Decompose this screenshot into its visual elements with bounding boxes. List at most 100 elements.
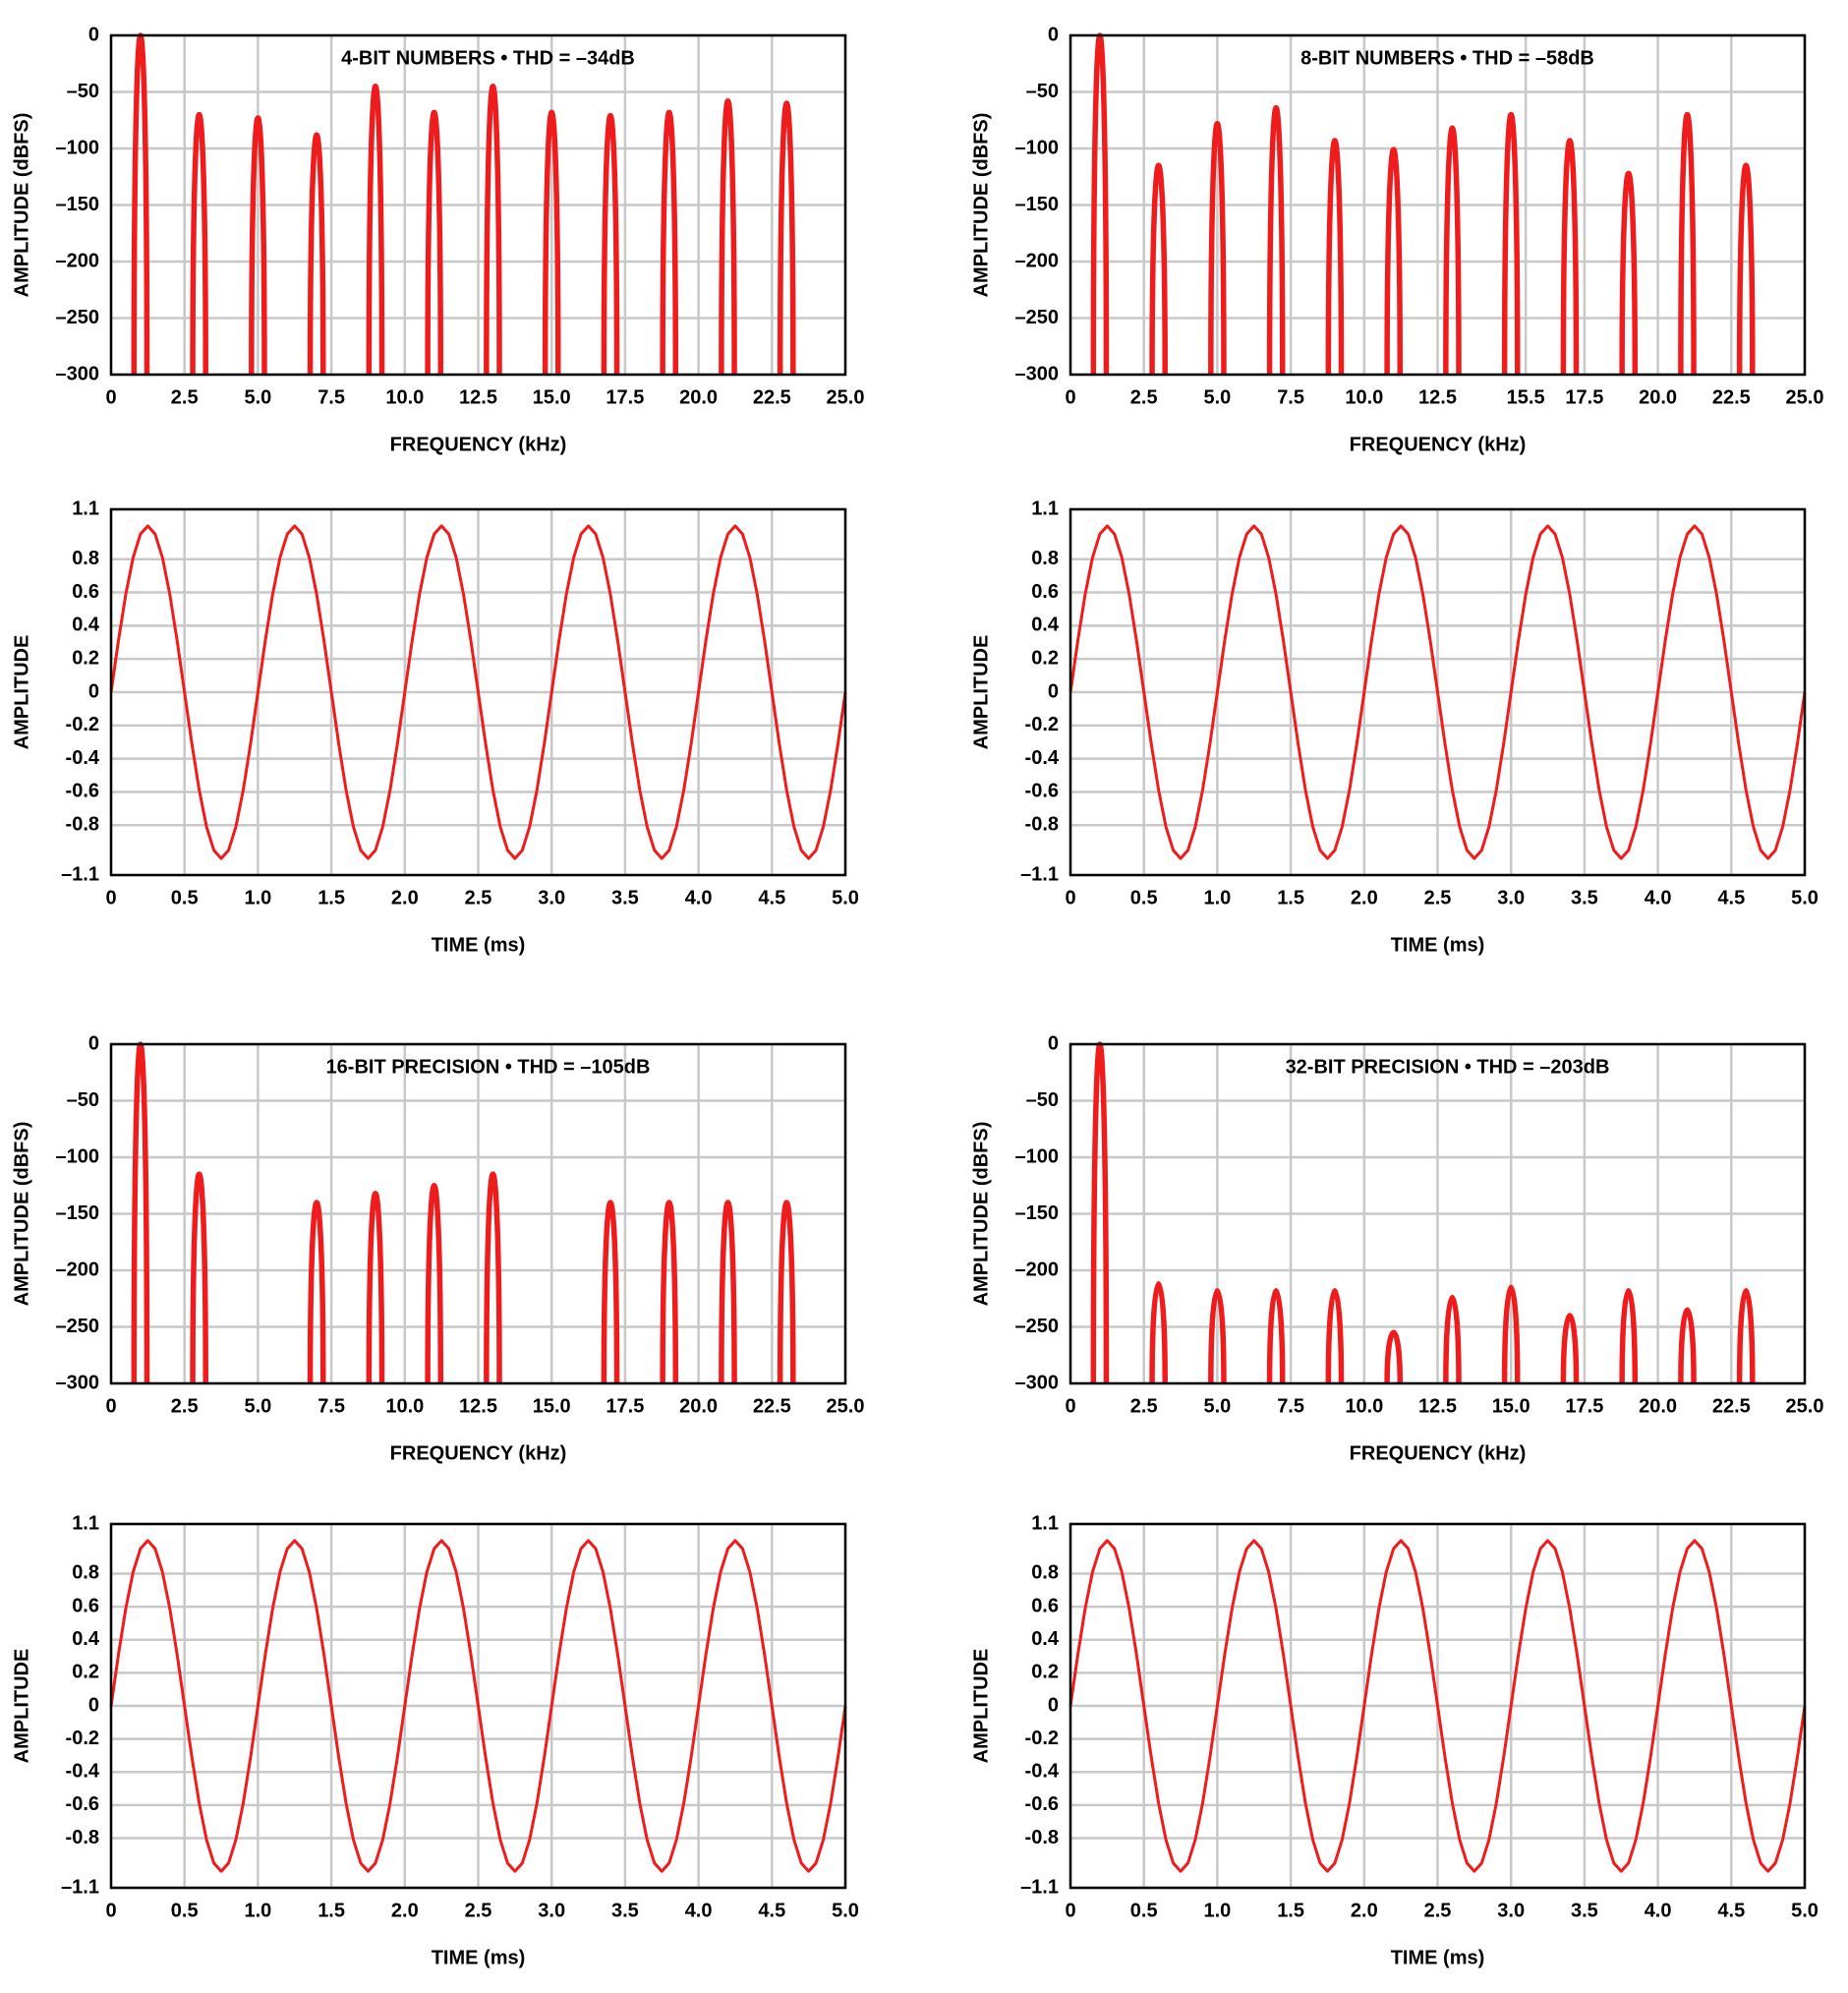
- y-tick-label: -0.6: [1025, 781, 1059, 802]
- spectral-line: [1208, 121, 1227, 376]
- x-tick-label: 17.5: [1565, 1395, 1603, 1417]
- y-tick-label: –50: [1026, 1089, 1059, 1111]
- x-tick-label: 22.5: [753, 1395, 791, 1417]
- plot-frame: [109, 33, 847, 377]
- y-tick-label: –300: [1015, 363, 1060, 384]
- x-tick-label: 0.5: [1130, 887, 1158, 909]
- x-tick-label: 20.0: [1639, 386, 1677, 408]
- x-tick-label: 3.0: [1497, 887, 1525, 909]
- spectral-line: [307, 1200, 326, 1384]
- spectral-line: [1678, 1307, 1697, 1384]
- x-tick-label: 4.5: [758, 887, 785, 909]
- spectral-line: [1208, 1288, 1227, 1384]
- y-tick-label: 0.2: [1031, 1662, 1059, 1683]
- spectral-line: [777, 1200, 796, 1384]
- y-tick-label: 0: [1048, 24, 1059, 45]
- y-tick-label: 0: [88, 680, 99, 702]
- y-tick-label: 0.2: [72, 647, 99, 669]
- x-tick-label: 1.0: [244, 887, 271, 909]
- x-axis-label: TIME (ms): [432, 1947, 526, 1968]
- y-tick-label: –300: [1015, 1372, 1060, 1393]
- plot-frame: [1068, 507, 1807, 877]
- x-tick-label: 10.0: [1345, 386, 1383, 408]
- y-tick-label: -0.4: [1025, 1761, 1060, 1783]
- spectral-line: [1560, 1313, 1580, 1384]
- y-tick-label: -0.8: [66, 814, 99, 836]
- y-axis-label: AMPLITUDE: [970, 1649, 992, 1764]
- spectral-line: [1266, 104, 1286, 376]
- y-tick-label: 0: [88, 1694, 99, 1716]
- y-tick-label: 0: [88, 1032, 99, 1054]
- chart-title: 16-BIT PRECISION • THD = –105dB: [326, 1056, 651, 1078]
- x-tick-label: 0: [1065, 386, 1075, 408]
- x-tick-label: 7.5: [1277, 386, 1304, 408]
- y-tick-label: 0: [1048, 1694, 1059, 1716]
- y-tick-label: -0.8: [66, 1827, 99, 1848]
- x-axis-label: FREQUENCY (kHz): [390, 1442, 567, 1464]
- x-tick-label: 10.0: [385, 1395, 424, 1417]
- y-tick-label: 0.4: [1031, 615, 1060, 636]
- x-tick-label: 0: [105, 1395, 116, 1417]
- spectral-line: [1619, 1288, 1639, 1384]
- x-tick-label: 5.0: [1791, 1900, 1819, 1921]
- y-tick-label: –100: [1015, 1145, 1060, 1167]
- chart: 0 0.5 1.0 1.5 2.0 2.5 3.0 3.5 4.0 4.5 5.0 1.1 0.8 0.6…: [970, 498, 1819, 956]
- x-tick-label: 1.0: [1203, 1900, 1231, 1921]
- x-tick-label: 0: [1065, 887, 1075, 909]
- y-tick-label: –250: [56, 1316, 100, 1337]
- x-tick-label: 25.0: [827, 386, 865, 408]
- chart: 0 2.5 5.0 7.5 10.0 12.5 15.5 17.5 20.0 22.5 25.00–…: [970, 24, 1823, 455]
- spectral-line: [190, 1171, 208, 1384]
- x-tick-label: 5.0: [832, 887, 859, 909]
- x-tick-label: 0.5: [171, 1900, 199, 1921]
- y-tick-label: –100: [56, 137, 100, 158]
- y-tick-label: -0.4: [1025, 747, 1060, 769]
- signal-line: [1068, 1539, 1807, 1873]
- x-tick-label: 3.5: [1571, 1900, 1598, 1921]
- y-tick-label: 0.4: [72, 615, 100, 636]
- x-tick-label: 5.0: [244, 1395, 271, 1417]
- x-tick-label: 7.5: [318, 1395, 345, 1417]
- y-tick-label: –250: [1015, 307, 1060, 328]
- y-axis-label: AMPLITUDE (dBFS): [970, 113, 992, 298]
- spectral-line: [1384, 147, 1403, 376]
- signal-line: [109, 1539, 847, 1873]
- x-tick-label: 3.0: [1497, 1900, 1525, 1921]
- x-tick-label: 2.0: [391, 887, 419, 909]
- y-axis-label: AMPLITUDE (dBFS): [11, 1122, 32, 1307]
- y-tick-label: –50: [67, 1089, 99, 1111]
- y-tick-label: –200: [56, 1259, 100, 1280]
- x-tick-label: 15.5: [1507, 386, 1545, 408]
- y-tick-label: –1.1: [1020, 1876, 1059, 1898]
- y-tick-label: –150: [1015, 1202, 1060, 1224]
- signal-line: [109, 524, 847, 860]
- plot-frame: [1068, 33, 1807, 377]
- plot-frame: [109, 1042, 847, 1385]
- x-tick-label: 3.0: [538, 887, 565, 909]
- y-tick-label: –150: [1015, 194, 1060, 215]
- x-tick-label: 2.0: [1351, 1900, 1378, 1921]
- spectral-line: [1560, 138, 1580, 376]
- spectral-line: [660, 109, 679, 376]
- x-tick-label: 17.5: [606, 1395, 644, 1417]
- y-tick-label: –1.1: [61, 863, 99, 885]
- x-tick-label: 20.0: [1639, 1395, 1677, 1417]
- x-tick-label: 17.5: [1565, 386, 1603, 408]
- x-tick-label: 2.0: [391, 1900, 419, 1921]
- x-tick-label: 1.0: [1203, 887, 1231, 909]
- spectral-line: [777, 100, 796, 376]
- chart: 0 0.5 1.0 1.5 2.0 2.5 3.0 3.5 4.0 4.5 5.0 1.1 0.8 0.6…: [11, 498, 859, 956]
- y-tick-label: –200: [1015, 250, 1060, 271]
- x-tick-label: 2.5: [1130, 386, 1158, 408]
- x-tick-label: 0: [1065, 1900, 1075, 1921]
- spectral-line: [660, 1200, 679, 1384]
- x-tick-label: 12.5: [459, 1395, 497, 1417]
- x-tick-label: 2.5: [171, 1395, 199, 1417]
- x-tick-label: 4.0: [1645, 887, 1672, 909]
- y-tick-label: –50: [1026, 81, 1059, 102]
- y-tick-label: 0.6: [72, 1595, 99, 1616]
- y-tick-label: -0.6: [1025, 1793, 1059, 1815]
- y-tick-label: 0.8: [72, 548, 99, 569]
- y-axis-label: AMPLITUDE: [11, 1649, 32, 1764]
- spectral-line: [601, 113, 620, 376]
